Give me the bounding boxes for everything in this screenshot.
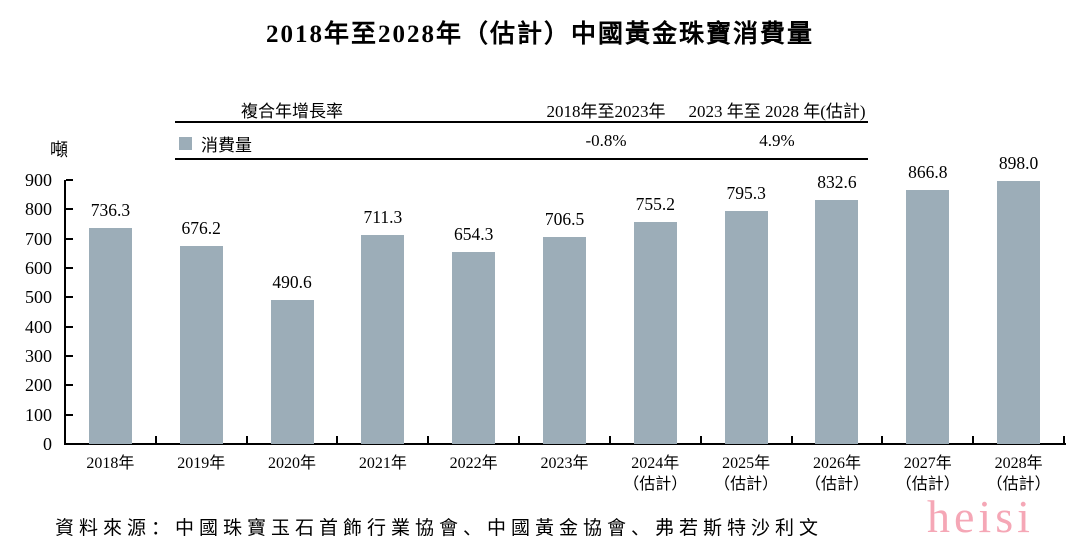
y-tick-mark: [66, 413, 73, 416]
cagr-period2-value: 4.9%: [759, 131, 795, 150]
x-tick-label: 2021年: [358, 455, 407, 472]
chart-title: 2018年至2028年（估計）中國黃金珠寶消費量: [265, 21, 814, 48]
bar: [270, 300, 314, 444]
y-tick-mark: [66, 384, 73, 387]
x-tick-mark: [245, 436, 248, 444]
y-tick-label: 600: [25, 258, 52, 278]
legend-label: 消費量: [201, 136, 252, 155]
cagr-legend-row: 消費量 -0.8% 4.9%: [175, 123, 868, 160]
y-axis-unit-label: 噸: [50, 140, 68, 160]
x-tick-mark: [881, 436, 884, 444]
bar-value-label: 676.2: [181, 217, 221, 238]
y-tick-label: 900: [25, 170, 52, 190]
bar: [724, 210, 768, 444]
legend-item: 消費量: [179, 131, 252, 156]
y-tick-label: 800: [25, 199, 52, 220]
bar-value-label: 736.3: [90, 200, 131, 221]
x-tick-mark: [608, 436, 611, 444]
x-tick-label: 2018年: [86, 455, 135, 472]
x-tick-mark: [972, 436, 975, 444]
y-axis-line: [64, 180, 66, 444]
y-tick-label: 700: [25, 228, 52, 249]
cagr-header-label: 複合年增長率: [241, 102, 343, 121]
x-tick-label: 2023年: [540, 455, 589, 472]
legend-swatch-icon: [179, 137, 192, 150]
source-note: 資料來源：中國珠寶玉石首飾行業協會、中國黃金協會、弗若斯特沙利文: [55, 518, 824, 539]
bar-value-label: 490.6: [272, 272, 312, 293]
cagr-table: 複合年增長率 2018年至2023年 2023 年至 2028 年(估計) 消費…: [175, 93, 868, 160]
x-tick-label: 2027年 （估計）: [873, 453, 983, 495]
bar-value-label: 706.5: [544, 208, 585, 229]
bar: [179, 245, 223, 444]
bar: [906, 189, 950, 444]
y-tick-label: 400: [25, 316, 52, 337]
y-tick-label: 300: [25, 346, 52, 366]
bar-value-label: 832.6: [817, 171, 857, 192]
y-tick-mark: [66, 296, 73, 299]
bar: [361, 235, 405, 444]
y-tick-label: 0: [43, 434, 52, 454]
y-tick-mark: [66, 267, 73, 269]
cagr-period2-label: 2023 年至 2028 年(估計): [688, 102, 866, 121]
bar: [997, 180, 1041, 444]
x-tick-mark: [154, 436, 157, 444]
x-tick-mark: [1063, 436, 1065, 444]
watermark: heisi: [927, 491, 1034, 542]
y-tick-mark: [66, 179, 73, 181]
bar-value-label: 654.3: [453, 224, 494, 245]
bar: [815, 199, 859, 444]
x-tick-sublabel: （估計）: [986, 476, 1051, 493]
bar-value-label: 866.8: [908, 161, 948, 182]
x-tick-label: 2019年: [177, 455, 226, 472]
y-tick-mark: [66, 208, 73, 211]
x-tick-mark: [790, 436, 793, 444]
x-tick-label: 2025年 （估計）: [691, 453, 801, 495]
x-tick-label: 2022年: [449, 455, 498, 472]
x-tick-label: 2024年 （估計）: [600, 453, 710, 495]
x-tick-label: 2020年: [268, 455, 317, 472]
bar-value-label: 711.3: [363, 207, 403, 228]
x-tick-mark: [336, 436, 339, 444]
bar: [543, 236, 586, 444]
y-tick-label: 500: [25, 287, 52, 308]
cagr-period1-label: 2018年至2023年: [546, 102, 666, 121]
y-tick-mark: [66, 355, 73, 357]
bar: [452, 252, 496, 444]
x-tick-mark: [699, 436, 702, 444]
bar: [88, 228, 132, 444]
bar-value-label: 795.3: [726, 182, 766, 203]
bar-value-label: 898.0: [998, 152, 1039, 173]
x-axis-line: [64, 443, 1066, 445]
cagr-header-row: 複合年增長率 2018年至2023年 2023 年至 2028 年(估計): [175, 93, 868, 123]
cagr-period1-value: -0.8%: [585, 131, 627, 150]
bar-value-label: 755.2: [635, 194, 675, 215]
y-tick-mark: [66, 237, 73, 240]
x-tick-mark: [518, 436, 521, 444]
x-tick-sublabel: （估計）: [895, 476, 960, 493]
x-tick-label: 2028年 （估計）: [964, 453, 1074, 495]
y-tick-mark: [66, 325, 73, 328]
bar: [633, 222, 677, 444]
x-tick-sublabel: （估計）: [623, 476, 688, 493]
y-tick-label: 200: [25, 375, 52, 396]
y-tick-label: 100: [25, 404, 52, 425]
x-tick-sublabel: （估計）: [714, 476, 779, 493]
x-tick-sublabel: （估計）: [804, 476, 869, 493]
x-tick-mark: [427, 436, 430, 444]
x-tick-label: 2026年 （估計）: [782, 453, 892, 495]
